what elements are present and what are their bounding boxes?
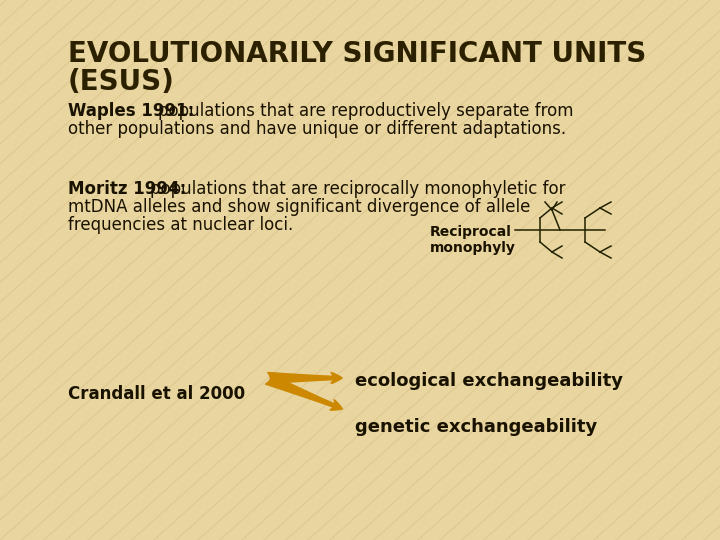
Text: Waples 1991:: Waples 1991: xyxy=(68,102,194,120)
Text: Moritz 1994:: Moritz 1994: xyxy=(68,180,186,198)
Text: mtDNA alleles and show significant divergence of allele: mtDNA alleles and show significant diver… xyxy=(68,198,531,216)
Text: (ESUS): (ESUS) xyxy=(68,68,175,96)
Text: EVOLUTIONARILY SIGNIFICANT UNITS: EVOLUTIONARILY SIGNIFICANT UNITS xyxy=(68,40,647,68)
Text: populations that are reciprocally monophyletic for: populations that are reciprocally monoph… xyxy=(150,180,565,198)
Text: genetic exchangeability: genetic exchangeability xyxy=(355,418,598,436)
Text: populations that are reproductively separate from: populations that are reproductively sepa… xyxy=(158,102,574,120)
Text: frequencies at nuclear loci.: frequencies at nuclear loci. xyxy=(68,216,293,234)
Text: Crandall et al 2000: Crandall et al 2000 xyxy=(68,385,245,403)
Text: ecological exchangeability: ecological exchangeability xyxy=(355,372,623,390)
Text: other populations and have unique or different adaptations.: other populations and have unique or dif… xyxy=(68,120,566,138)
Text: Reciprocal
monophyly: Reciprocal monophyly xyxy=(430,225,516,255)
